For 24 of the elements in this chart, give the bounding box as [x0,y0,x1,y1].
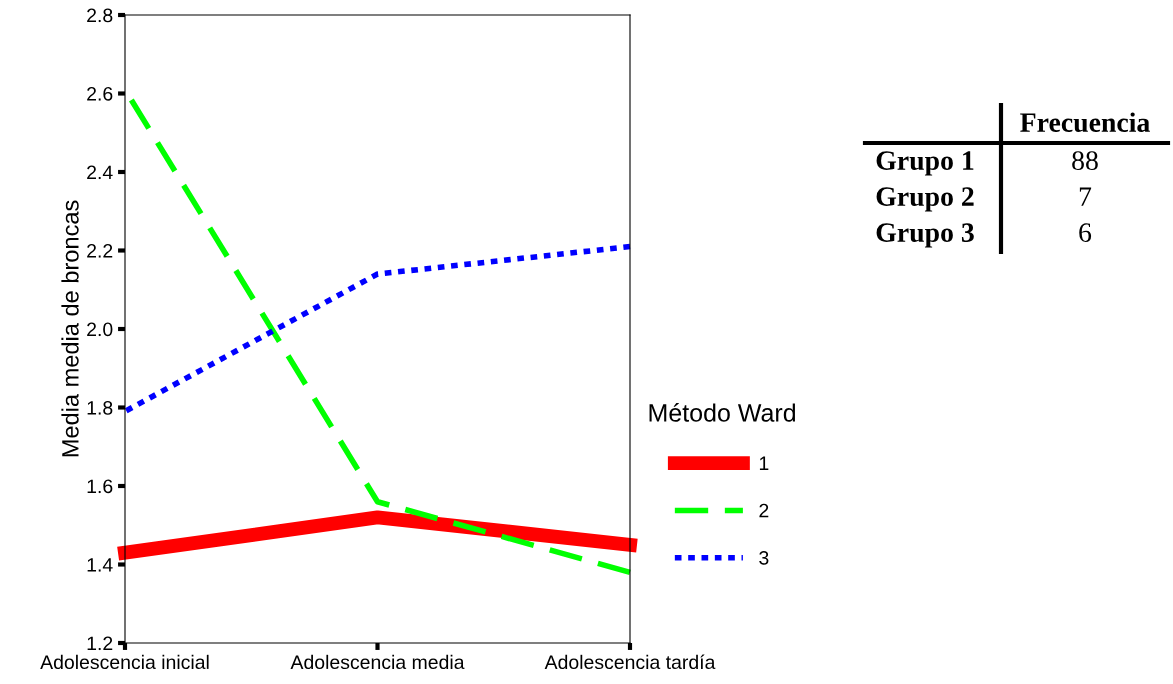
legend-title: Método Ward [649,403,796,422]
text: 88 [1072,151,1098,170]
text: 6 [1079,223,1092,242]
legend-label: 2 [759,503,769,518]
y-tick-label: 2.2 [87,243,113,258]
y-tick-label: 1.8 [87,400,113,415]
text: Grupo 1 [876,151,974,176]
legend-label: 3 [759,550,769,565]
y-tick-label: 1.4 [87,558,113,572]
y-axis-title: Media media de broncas [61,200,79,457]
y-tick-label: 1.2 [87,636,113,651]
text: Grupo 2 [876,187,974,212]
y-tick-label: 2.8 [87,8,113,23]
y-tick-label: 2.6 [87,86,113,101]
x-tick-label: Adolescencia media [290,654,465,670]
text: Frecuencia [1020,112,1150,133]
x-tick-label: Adolescencia inicial [40,654,209,670]
text: Grupo 3 [876,223,974,248]
text: 7 [1079,187,1092,206]
y-tick-label: 2.4 [87,165,113,180]
legend-label: 1 [759,456,769,470]
y-tick-label: 2.0 [87,322,113,337]
y-tick-label: 1.6 [87,479,113,494]
x-tick-label: Adolescencia tardía [544,654,716,670]
